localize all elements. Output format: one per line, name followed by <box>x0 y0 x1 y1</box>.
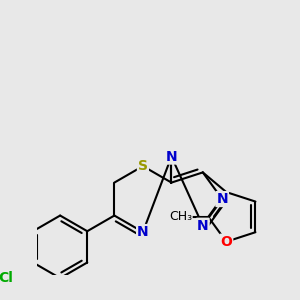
Text: O: O <box>220 235 232 249</box>
Text: N: N <box>166 150 177 164</box>
Text: N: N <box>216 192 228 206</box>
Text: Cl: Cl <box>0 271 14 285</box>
Text: CH₃: CH₃ <box>169 210 192 224</box>
Text: N: N <box>197 219 208 233</box>
Text: N: N <box>137 225 149 239</box>
Text: S: S <box>138 159 148 173</box>
